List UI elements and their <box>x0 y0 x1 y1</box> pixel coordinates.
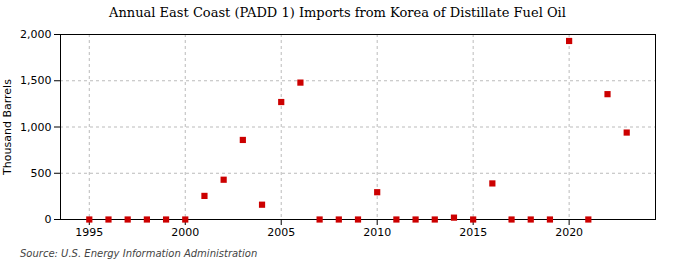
html-text:Annual East Coast (PADD 1) Imp: Annual East Coast (PADD 1) Imports from … <box>109 5 566 20</box>
svg-text:1995: 1995 <box>75 226 103 239</box>
svg-text:2010: 2010 <box>363 226 391 239</box>
svg-text:2015: 2015 <box>459 226 487 239</box>
svg-text:1,000: 1,000 <box>20 121 52 134</box>
svg-text:Thousand Barrels: Thousand Barrels <box>1 79 14 176</box>
svg-text:500: 500 <box>31 167 52 180</box>
svg-text:2005: 2005 <box>267 226 295 239</box>
svg-text:1,500: 1,500 <box>20 74 52 87</box>
svg-text:2,000: 2,000 <box>20 28 52 41</box>
svg-text:2020: 2020 <box>555 226 583 239</box>
html-text:Source: U.S. Energy Informatio: Source: U.S. Energy Information Administ… <box>20 248 258 259</box>
svg-text:2000: 2000 <box>171 226 199 239</box>
svg-text:0: 0 <box>45 213 52 226</box>
